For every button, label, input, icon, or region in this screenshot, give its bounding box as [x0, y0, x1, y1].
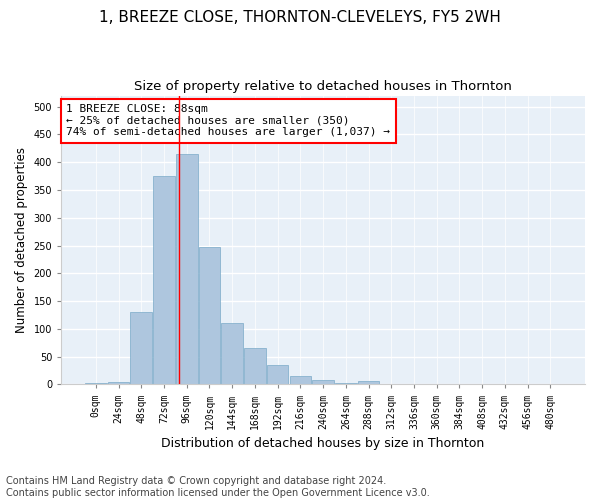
Bar [267, 365, 289, 384]
Bar [199, 247, 220, 384]
Bar [130, 312, 152, 384]
Bar [153, 176, 175, 384]
Bar [176, 154, 197, 384]
Text: Contains HM Land Registry data © Crown copyright and database right 2024.
Contai: Contains HM Land Registry data © Crown c… [6, 476, 430, 498]
Bar [313, 380, 334, 384]
Text: 1 BREEZE CLOSE: 88sqm
← 25% of detached houses are smaller (350)
74% of semi-det: 1 BREEZE CLOSE: 88sqm ← 25% of detached … [67, 104, 391, 138]
Title: Size of property relative to detached houses in Thornton: Size of property relative to detached ho… [134, 80, 512, 93]
Bar [221, 324, 243, 384]
Bar [244, 348, 266, 384]
Bar [358, 381, 379, 384]
Bar [85, 382, 107, 384]
Text: 1, BREEZE CLOSE, THORNTON-CLEVELEYS, FY5 2WH: 1, BREEZE CLOSE, THORNTON-CLEVELEYS, FY5… [99, 10, 501, 25]
Y-axis label: Number of detached properties: Number of detached properties [15, 147, 28, 333]
Bar [335, 382, 356, 384]
X-axis label: Distribution of detached houses by size in Thornton: Distribution of detached houses by size … [161, 437, 485, 450]
Bar [108, 382, 130, 384]
Bar [290, 376, 311, 384]
